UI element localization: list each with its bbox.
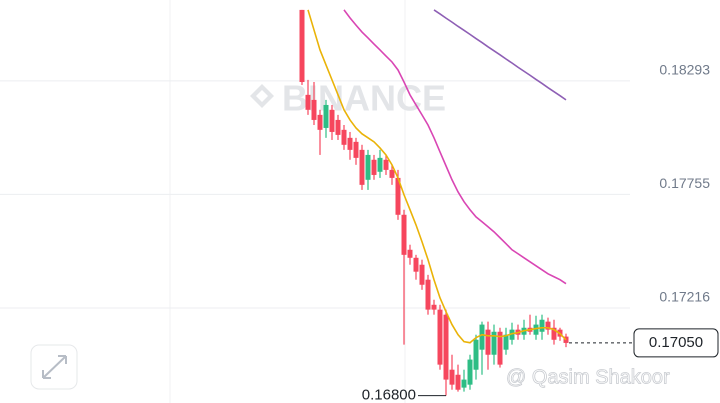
candle-body bbox=[395, 177, 401, 215]
candle-body bbox=[533, 324, 539, 335]
candle-body bbox=[383, 159, 389, 170]
candle-body bbox=[467, 359, 473, 385]
candle-body bbox=[377, 157, 383, 172]
candle-body bbox=[443, 314, 449, 380]
plot-area bbox=[299, 9, 569, 396]
candle-body bbox=[539, 319, 545, 332]
candle-body bbox=[353, 141, 359, 158]
candle-body bbox=[485, 329, 491, 355]
candle-body bbox=[437, 309, 443, 365]
credit: @ Qasim Shakoor bbox=[506, 366, 670, 388]
candle-body bbox=[401, 214, 407, 255]
grid bbox=[0, 80, 630, 309]
last-price-label: 0.17050 bbox=[649, 334, 703, 351]
candle-body bbox=[503, 334, 509, 350]
candle-body bbox=[491, 331, 497, 355]
candle-body bbox=[299, 9, 305, 82]
candle-body bbox=[407, 249, 413, 258]
candle-body bbox=[449, 369, 455, 385]
candle-body bbox=[359, 149, 365, 185]
candle-body bbox=[389, 169, 395, 178]
candle-body bbox=[419, 264, 425, 285]
candle-body bbox=[347, 137, 353, 150]
candle-body bbox=[497, 331, 503, 365]
moving-average-line bbox=[307, 9, 567, 344]
candle-body bbox=[455, 374, 461, 390]
y-tick-label: 0.17216 bbox=[659, 289, 710, 305]
candle-body bbox=[509, 329, 515, 340]
moving-average-line bbox=[433, 9, 567, 101]
candle-body bbox=[461, 379, 467, 388]
candle-body bbox=[311, 99, 317, 120]
candle-body bbox=[317, 114, 323, 130]
candle-body bbox=[473, 339, 479, 370]
candle-body bbox=[413, 257, 419, 272]
moving-average-line bbox=[343, 9, 567, 285]
expand-button[interactable] bbox=[30, 344, 78, 390]
y-tick-label: 0.18293 bbox=[659, 62, 710, 78]
candle-body bbox=[431, 304, 437, 310]
overlay: 0.18293 0.17755 0.17216 0.17050 0.16800 bbox=[362, 62, 719, 403]
candle-body bbox=[329, 109, 335, 132]
watermark-logo bbox=[250, 84, 274, 108]
candle-body bbox=[335, 119, 341, 135]
candle-body bbox=[371, 159, 377, 175]
candle-body bbox=[479, 324, 485, 350]
candle-body bbox=[425, 279, 431, 310]
candle-body bbox=[365, 154, 371, 180]
last-price-box bbox=[633, 328, 719, 358]
candle-body bbox=[341, 129, 347, 145]
candle-body bbox=[551, 327, 557, 340]
low-marker-label: 0.16800 bbox=[362, 387, 416, 403]
candle-body bbox=[323, 104, 329, 128]
candle-body bbox=[305, 94, 311, 110]
y-tick-label: 0.17755 bbox=[659, 175, 710, 191]
candle-body bbox=[545, 321, 551, 330]
